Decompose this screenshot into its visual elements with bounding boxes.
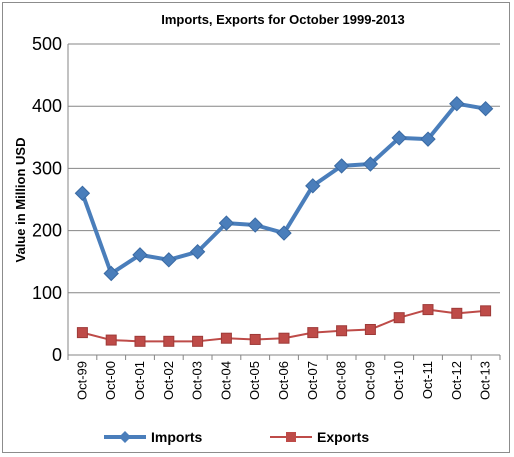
data-point-exports (336, 325, 348, 337)
series-group (74, 96, 494, 347)
legend-marker-exports (286, 432, 296, 442)
x-tick-label: Oct-04 (218, 361, 233, 400)
data-point-exports (364, 323, 376, 335)
data-point-imports (161, 252, 177, 268)
data-point-imports (305, 178, 321, 194)
legend-label-imports: Imports (151, 429, 203, 445)
legend: Imports Exports (104, 429, 369, 445)
y-tick-label: 100 (32, 283, 62, 303)
x-tick-label: Oct-03 (190, 361, 205, 400)
data-point-imports (247, 217, 263, 233)
data-point-exports (278, 332, 290, 344)
data-point-exports (307, 327, 319, 339)
x-axis: Oct-99 Oct-00 Oct-01 Oct-02 Oct-03 Oct-04 Oct-… (67, 44, 501, 400)
data-point-imports (362, 156, 379, 172)
data-point-exports (393, 312, 405, 324)
y-tick-label: 300 (32, 158, 62, 178)
x-tick-label: Oct-05 (247, 361, 262, 400)
x-tick-label: Oct-02 (161, 361, 176, 400)
data-point-imports (218, 215, 235, 231)
y-tick-label: 0 (52, 345, 62, 365)
data-point-exports (249, 333, 261, 345)
x-tick-label: Oct-11 (420, 361, 435, 399)
y-axis-ticks: 0 100 200 300 400 500 (32, 34, 62, 365)
data-point-imports (477, 100, 494, 117)
data-point-exports (163, 335, 175, 347)
data-point-imports (420, 131, 436, 147)
data-point-imports (276, 225, 292, 241)
data-point-imports (189, 244, 206, 260)
x-tick-label: Oct-06 (276, 361, 291, 400)
data-point-imports (391, 130, 407, 146)
x-tick-label: Oct-10 (391, 361, 406, 400)
data-point-imports (333, 158, 350, 174)
data-point-exports (192, 335, 204, 347)
data-point-exports (422, 304, 434, 316)
x-tick-label: Oct-13 (478, 361, 493, 400)
x-tick-label: Oct-08 (334, 361, 349, 400)
data-point-imports (132, 247, 148, 263)
data-point-exports (480, 305, 492, 317)
data-point-imports (74, 185, 91, 201)
series-line-imports (80, 101, 486, 276)
data-point-exports (451, 307, 463, 319)
chart-title: Imports, Exports for October 1999-2013 (161, 12, 404, 27)
y-tick-label: 400 (32, 96, 62, 116)
x-tick-label: Oct-00 (103, 361, 118, 400)
y-tick-label: 500 (32, 34, 62, 54)
gridlines (68, 43, 500, 294)
data-point-exports (134, 335, 146, 347)
x-tick-label: Oct-07 (305, 361, 320, 400)
y-axis-label: Value in Million USD (13, 138, 28, 263)
data-point-imports (449, 96, 465, 112)
x-tick-label: Oct-09 (362, 361, 377, 400)
x-tick-label: Oct-99 (74, 361, 89, 400)
x-tick-label: Oct-12 (449, 361, 464, 400)
data-point-exports (220, 332, 232, 344)
legend-label-exports: Exports (317, 429, 369, 445)
data-point-exports (105, 334, 117, 346)
x-tick-label: Oct-01 (132, 361, 147, 400)
data-point-imports (103, 265, 119, 282)
y-tick-label: 200 (32, 221, 62, 241)
legend-marker-imports (119, 431, 131, 443)
data-point-exports (76, 327, 88, 339)
